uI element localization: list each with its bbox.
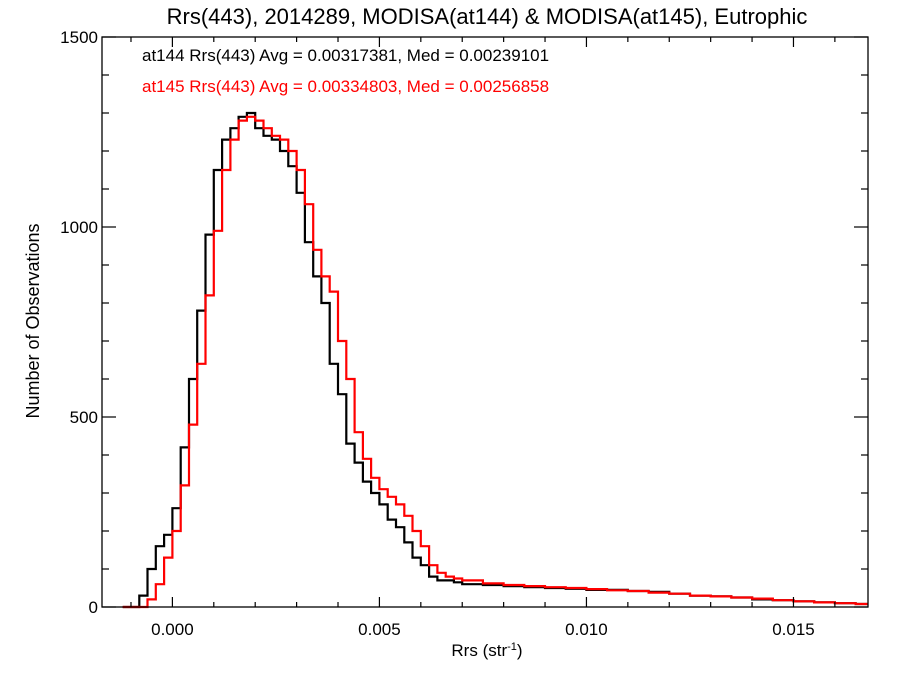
series-line-1 [122, 115, 868, 609]
x-tick-label: 0.010 [565, 620, 608, 639]
x-axis-label-main: Rrs (str [451, 641, 507, 660]
stats-annotation-at144: at144 Rrs(443) Avg = 0.00317381, Med = 0… [142, 46, 549, 65]
x-tick-label: 0.005 [358, 620, 401, 639]
series-line-0 [122, 111, 868, 609]
y-tick-label: 500 [70, 408, 98, 427]
tick-layer: 0.000 0.005 0.010 0.015 0 500 1000 1500 [60, 28, 868, 639]
x-axis-label-superscript: -1 [507, 641, 517, 653]
y-tick-label: 1500 [60, 28, 98, 47]
x-tick-label: 0.015 [772, 620, 815, 639]
y-tick-label: 1000 [60, 218, 98, 237]
stats-annotation-at145: at145 Rrs(443) Avg = 0.00334803, Med = 0… [142, 77, 549, 96]
plot-frame [101, 36, 869, 608]
x-axis-label: Rrs (str-1) [451, 641, 522, 660]
y-axis-label: Number of Observations [23, 223, 43, 418]
chart-title: Rrs(443), 2014289, MODISA(at144) & MODIS… [167, 4, 808, 29]
y-tick-label: 0 [89, 598, 98, 617]
x-axis-label-close: ) [517, 641, 523, 660]
x-tick-label: 0.000 [151, 620, 194, 639]
series-layer [122, 111, 868, 609]
